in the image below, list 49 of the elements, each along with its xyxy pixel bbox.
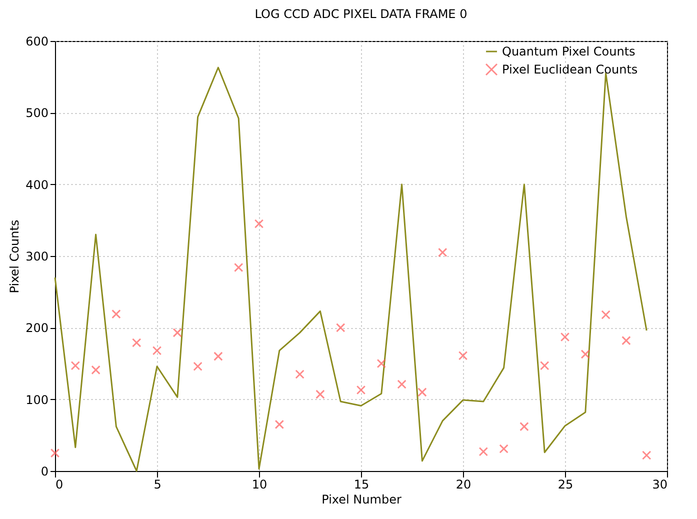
legend-label: Quantum Pixel Counts <box>502 44 636 58</box>
y-axis-title: Pixel Counts <box>8 220 22 294</box>
x-tick-label: 30 <box>652 478 668 492</box>
point <box>336 323 346 332</box>
point <box>132 338 142 348</box>
y-tick-label: 100 <box>26 392 48 407</box>
x-tick-label: 10 <box>252 478 268 492</box>
point <box>458 350 468 360</box>
x-axis-title: Pixel Number <box>322 492 402 506</box>
point <box>560 332 570 342</box>
point <box>580 350 590 359</box>
y-tick-label: 500 <box>26 106 48 120</box>
point <box>642 450 652 460</box>
point <box>295 370 304 379</box>
x-tick-label: 15 <box>354 478 370 492</box>
legend-label: Pixel Euclidean Counts <box>502 62 638 76</box>
point <box>152 346 162 356</box>
point <box>214 352 223 361</box>
chart-title: LOG CCD ADC PIXEL DATA FRAME 0 <box>254 7 468 21</box>
point <box>274 420 284 430</box>
point <box>112 309 121 319</box>
point <box>356 385 366 395</box>
point <box>376 358 386 368</box>
point <box>438 248 448 258</box>
point <box>172 328 182 338</box>
y-tick-label: 400 <box>26 178 48 192</box>
point <box>418 388 427 397</box>
point <box>70 361 80 370</box>
point <box>601 310 610 320</box>
point <box>316 390 325 399</box>
x-tick-label: 0 <box>56 478 64 492</box>
point <box>622 336 631 346</box>
y-tick-label: 200 <box>26 321 48 336</box>
point <box>50 448 60 458</box>
point <box>254 219 264 228</box>
point <box>193 362 202 371</box>
y-tick-label: 600 <box>26 34 48 48</box>
point <box>540 361 550 370</box>
point <box>91 365 100 375</box>
y-tick-label: 300 <box>26 250 48 264</box>
point <box>397 380 406 389</box>
point <box>520 422 529 432</box>
point <box>234 262 244 272</box>
point <box>499 444 508 454</box>
x-tick-label: 5 <box>154 478 162 492</box>
point <box>478 447 488 456</box>
y-tick-label: 0 <box>40 464 48 478</box>
x-tick-label: 20 <box>456 478 472 492</box>
x-tick-label: 25 <box>558 478 574 492</box>
